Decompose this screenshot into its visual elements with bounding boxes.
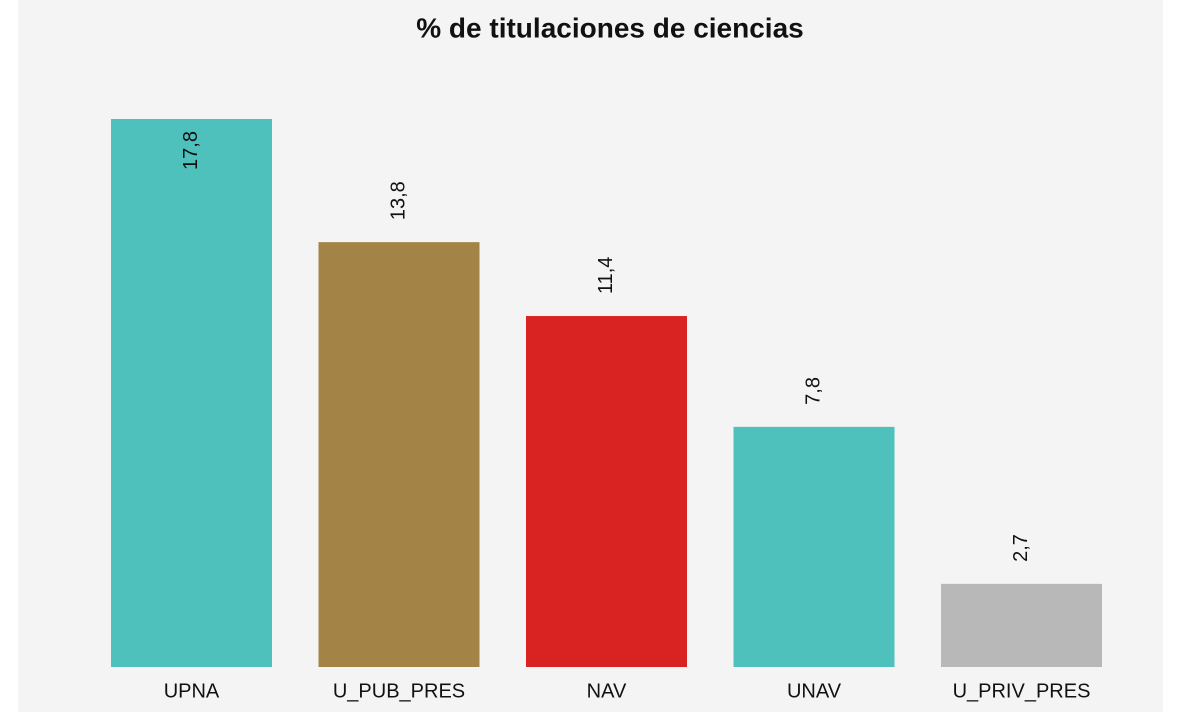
value-label: 2,7 [1010, 534, 1032, 562]
bar [318, 242, 480, 668]
x-tick-label: NAV [587, 680, 627, 702]
x-tick-label: U_PUB_PRES [333, 680, 465, 702]
bar [941, 583, 1102, 667]
bar [526, 316, 687, 667]
value-label: 11,4 [595, 257, 617, 294]
bar [733, 426, 895, 667]
value-label: 17,8 [180, 131, 202, 170]
value-label: 7,8 [802, 377, 824, 405]
bar [111, 119, 272, 667]
value-label: 13,8 [387, 181, 409, 220]
chart-title: % de titulaciones de ciencias [416, 12, 803, 43]
x-tick-label: UNAV [787, 680, 842, 702]
x-tick-label: UPNA [164, 680, 220, 702]
x-tick-label: U_PRIV_PRES [953, 680, 1091, 702]
